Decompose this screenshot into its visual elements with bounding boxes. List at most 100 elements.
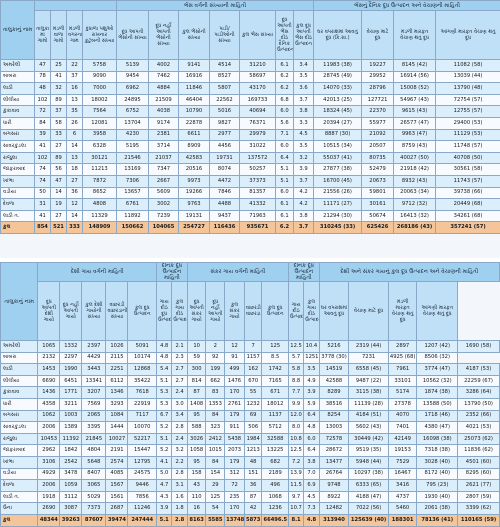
table-cell: 7306 (117, 175, 149, 187)
table-cell: 2115 (106, 352, 128, 364)
table-cell: 16700 (45) (314, 175, 362, 187)
table-cell: 2.4 (172, 387, 187, 399)
table-cell: 3207 (82, 387, 106, 399)
table-cell: 2006 (38, 480, 60, 492)
table-cell: 18324 (45) (314, 106, 362, 118)
table-cell: 5648 (82, 456, 106, 468)
table-cell: 7529 (388, 456, 417, 468)
table-cell: 2191 (106, 445, 128, 457)
table-cell: 50 (35, 187, 51, 199)
table-cell: 10027 (106, 433, 128, 445)
table-cell: 1236 (262, 503, 288, 515)
table-cell: 7462 (149, 71, 179, 83)
table-cell: 13 (67, 152, 83, 164)
table-cell: 27378 (388, 398, 417, 410)
group-title-cow-daily: દૈનિક દૂધ ઉત્પાદન માહિતી (157, 263, 188, 282)
table-cell: 3395 (82, 422, 106, 434)
table-cell: 6.0 (304, 433, 319, 445)
table-cell: 313940 (319, 514, 349, 526)
table-cell: 125 (206, 491, 225, 503)
table-cell: 12755 (57) (436, 106, 500, 118)
taluka-name: સાવરકુંડલા (1, 422, 38, 434)
table-cell: 1408 (187, 398, 206, 410)
table-cell: 59 (187, 352, 206, 364)
bottom-column-header: દૂધ આપતી દેશી ગાયો (38, 282, 60, 341)
table-cell: 16 (187, 503, 206, 515)
table-cell: 30121 (83, 152, 117, 164)
table-cell: 170 (225, 387, 245, 399)
top-column-header: ઘર વપરાશમાં આવતું દૂધ (કિ.ગ્રા.) (314, 11, 362, 60)
bottom-column-header: વાછરડી વાછરડા (244, 282, 262, 341)
table-cell: 11846 (179, 83, 210, 95)
table-cell: 8506 (32) (417, 352, 458, 364)
table-cell: 1389 (60, 422, 82, 434)
top-column-header: દૂધ નહીં આપતી ભેંસોની સંખ્યા (149, 11, 179, 60)
table-cell: 7.0 (304, 468, 319, 480)
table-cell: 4929 (38, 468, 60, 480)
table-cell: 10562 (32) (417, 375, 458, 387)
table-cell: 4230 (117, 129, 149, 141)
table-cell: 5.3 (157, 398, 172, 410)
table-cell: 3.1 (172, 480, 187, 492)
table-cell: 10.4 (304, 341, 319, 353)
table-cell: 16914 (56) (394, 71, 436, 83)
table-cell: 854 (35, 222, 51, 234)
table-cell: 7961 (388, 364, 417, 376)
table-cell: 20673 (362, 175, 394, 187)
taluka-name: લીલીયા (1, 94, 35, 106)
table-cell: 6 (67, 129, 83, 141)
table-cell: 4925 (68) (388, 352, 417, 364)
table-cell: 6.0 (276, 141, 294, 153)
table-cell: 2690 (38, 503, 60, 515)
table-cell: 268186 (43) (394, 222, 436, 234)
table-cell: 3.5 (294, 141, 314, 153)
table-cell: 28745 (49) (314, 71, 362, 83)
table-cell: 6.0 (276, 187, 294, 199)
table-cell: 9.7 (288, 491, 303, 503)
table-cell: 9748 (319, 480, 349, 492)
table-cell: 5460 (388, 503, 417, 515)
table-cell: 83 (206, 387, 225, 399)
top-column-header: દૂધ આપતી ભેંસોની સંખ્યા (117, 11, 149, 60)
table-cell: 3958 (83, 129, 117, 141)
table-cell: 3.9 (157, 503, 172, 515)
table-cell: 7846 (210, 187, 240, 199)
table-cell: 310245 (33) (314, 222, 362, 234)
table-cell: 14070 (33) (314, 83, 362, 95)
table-cell: 7239 (149, 210, 179, 222)
table-cell: 5948 (44) (349, 456, 389, 468)
table-cell: 12 (67, 199, 83, 211)
table-cell: 10 (187, 341, 206, 353)
table-cell: 19153 (388, 445, 417, 457)
table-cell: 48 (244, 456, 262, 468)
table-cell: 20394 (27) (314, 117, 362, 129)
table-cell: 2251 (106, 364, 128, 376)
table-cell: 13003 (319, 422, 349, 434)
table-cell: 13 (67, 94, 83, 106)
table-cell: 12 (225, 341, 245, 353)
table-cell: 13477 (319, 456, 349, 468)
table-cell: 8.8 (288, 375, 303, 387)
table-cell: 81357 (240, 187, 276, 199)
table-cell: 6.1 (276, 210, 294, 222)
table-cell: 499 (225, 364, 245, 376)
bottom-column-header: મંડળી મારફત વેચાણ થતું દૂધ (388, 282, 417, 341)
table-cell: 3.5 (304, 364, 319, 376)
table-cell: 4002 (149, 60, 179, 72)
table-cell: 11213 (83, 164, 117, 176)
table-cell: 2006 (38, 422, 60, 434)
table-cell: 7872 (83, 175, 117, 187)
table-cell: 2.7 (172, 375, 187, 387)
table-cell: 5.1 (157, 433, 172, 445)
table-cell: 104065 (149, 222, 179, 234)
table-cell: 55977 (362, 117, 394, 129)
table-cell: 78 (35, 71, 51, 83)
table-cell: 35 (67, 106, 83, 118)
table-cell: 87 (244, 491, 262, 503)
table-cell: 39738 (66) (436, 187, 500, 199)
table-cell: 43170 (240, 83, 276, 95)
table-cell: 102 (35, 94, 51, 106)
table-cell: 33101 (388, 375, 417, 387)
